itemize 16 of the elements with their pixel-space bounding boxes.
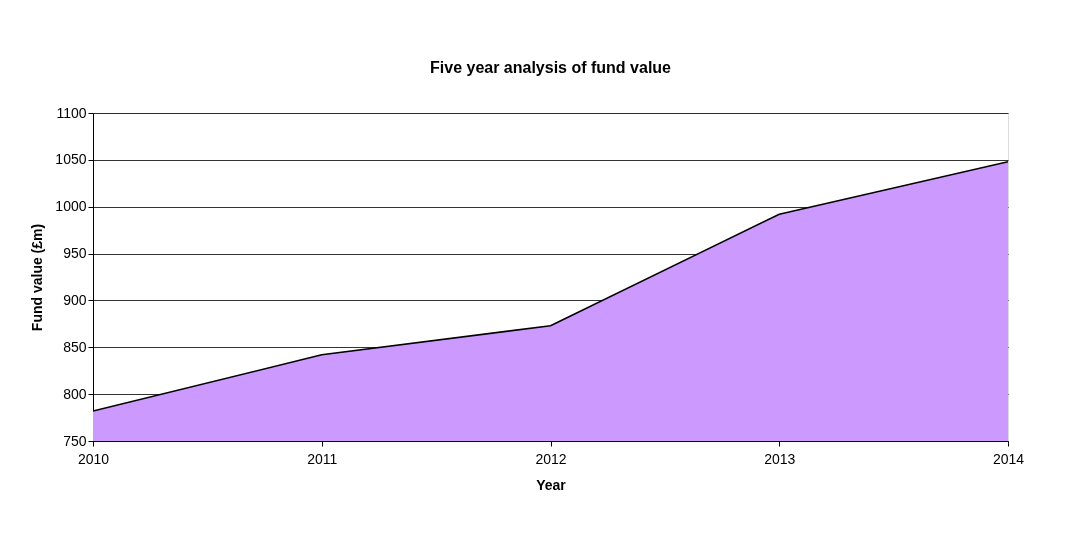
x-tick-label: 2012 <box>535 450 567 467</box>
y-tick-label: 1100 <box>56 104 87 121</box>
y-tick-label: 1000 <box>55 198 87 215</box>
y-tick-label: 900 <box>63 291 87 308</box>
y-tick-label: 750 <box>63 432 87 449</box>
chart-title: Five year analysis of fund value <box>430 59 672 76</box>
y-tick-label: 800 <box>63 385 87 402</box>
y-axis-title: Fund value (£m) <box>29 223 46 332</box>
x-tick-label: 2014 <box>992 450 1025 467</box>
y-tick-label: 1050 <box>55 151 87 168</box>
y-tick-label: 850 <box>63 338 87 355</box>
x-tick-label: 2011 <box>307 450 338 467</box>
x-tick-label: 2010 <box>77 450 110 467</box>
x-tick-label: 2013 <box>764 450 796 467</box>
x-axis-title: Year <box>536 476 567 493</box>
y-tick-label: 950 <box>63 245 87 262</box>
